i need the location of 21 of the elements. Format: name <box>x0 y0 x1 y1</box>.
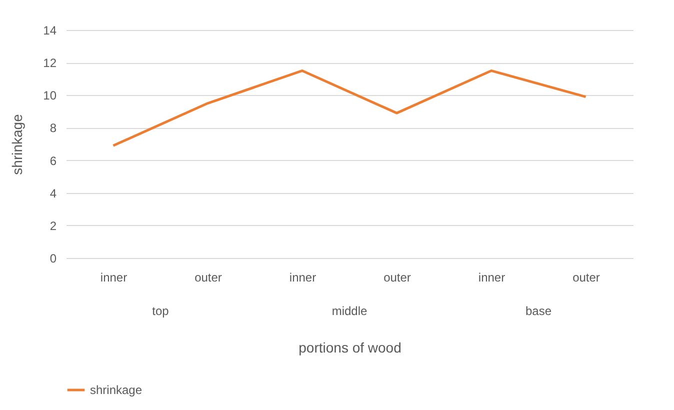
x-tick-label: inner <box>289 270 316 284</box>
y-tick-label: 6 <box>50 154 57 168</box>
x-tick-label: outer <box>194 270 222 284</box>
y-tick-label: 10 <box>43 88 57 103</box>
x-tick-label: outer <box>572 270 600 284</box>
legend-label: shrinkage <box>90 383 142 397</box>
y-tick-label: 4 <box>50 186 57 200</box>
y-tick-label: 12 <box>43 56 57 70</box>
y-tick-label: 8 <box>50 121 57 136</box>
text: middle <box>332 304 368 318</box>
x-axis-title: portions of wood <box>298 340 402 356</box>
text: top <box>152 304 170 318</box>
y-axis-title: shrinkage <box>9 114 26 175</box>
x-tick-label: inner <box>478 270 506 284</box>
y-tick-label: 14 <box>43 24 57 38</box>
x-tick-label: outer <box>384 270 411 284</box>
y-tick-label: 2 <box>50 218 57 233</box>
y-tick-label: 0 <box>50 252 57 266</box>
line-series <box>112 69 587 147</box>
x-tick-label: inner <box>100 270 128 284</box>
text: base <box>525 304 552 318</box>
